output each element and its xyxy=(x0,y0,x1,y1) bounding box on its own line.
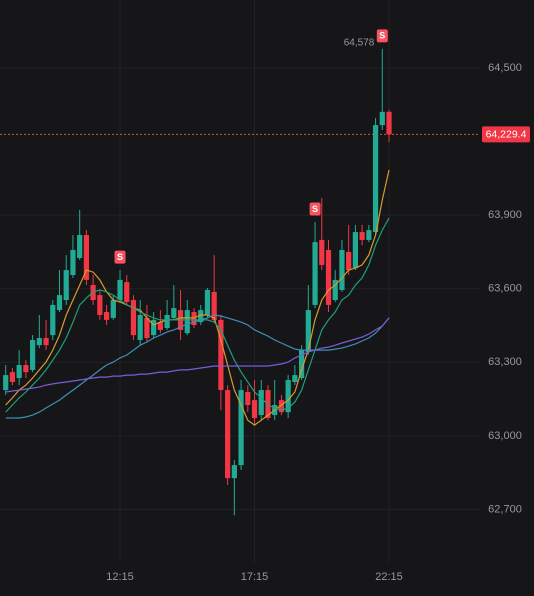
x-tick-label: 17:15 xyxy=(241,571,269,583)
candle-body xyxy=(258,390,264,416)
candle-body xyxy=(305,310,311,353)
candle-body xyxy=(204,289,211,315)
candle-body xyxy=(124,282,130,302)
signal-label: S xyxy=(379,31,385,41)
candle-body xyxy=(50,304,56,336)
candle-body xyxy=(117,279,123,301)
candle-body xyxy=(16,365,22,379)
y-tick-label: 63,900 xyxy=(488,209,522,221)
signal-label: S xyxy=(312,204,318,214)
candle-body xyxy=(137,314,143,341)
candle-body xyxy=(352,232,358,269)
candle-body xyxy=(43,338,49,346)
candle-body xyxy=(70,249,76,275)
average-line xyxy=(5,314,390,419)
candle-body xyxy=(225,390,231,479)
candle-body xyxy=(366,230,372,240)
average-line xyxy=(5,317,390,393)
candle-body xyxy=(171,308,177,318)
candle-body xyxy=(299,350,305,379)
candle-body xyxy=(9,372,16,382)
candle-body xyxy=(238,390,244,466)
candle-body xyxy=(56,295,63,311)
candle-body xyxy=(265,390,271,419)
candle-body xyxy=(23,365,29,373)
candle-body xyxy=(211,291,217,320)
candle-body xyxy=(346,251,352,271)
candle-body xyxy=(278,400,285,413)
last-price-box xyxy=(482,126,530,143)
candle-body xyxy=(292,375,298,382)
candle-body xyxy=(332,279,338,301)
candle-body xyxy=(339,249,345,290)
y-tick-label: 63,000 xyxy=(488,430,522,442)
signal-box xyxy=(376,29,388,43)
candle-body xyxy=(325,249,332,305)
candle-body xyxy=(251,400,258,419)
candle-body xyxy=(319,239,325,265)
y-tick-label: 64,500 xyxy=(488,62,522,74)
candle-body xyxy=(312,242,318,305)
candle-body xyxy=(157,322,163,330)
candle-body xyxy=(77,235,83,259)
candle-body xyxy=(151,319,157,336)
candle-body xyxy=(218,319,224,391)
candle-body xyxy=(36,338,42,346)
candle-body xyxy=(372,125,379,233)
x-tick-label: 12:15 xyxy=(106,571,134,583)
candle-body xyxy=(30,340,36,370)
candle-body xyxy=(144,317,150,339)
candle-body xyxy=(198,310,204,323)
signal-label: S xyxy=(117,252,123,262)
signal-box xyxy=(309,202,321,216)
average-line xyxy=(5,217,390,413)
candle-body xyxy=(245,392,251,406)
candle-body xyxy=(103,312,110,320)
candle-body xyxy=(164,314,170,328)
y-tick-label: 63,300 xyxy=(488,356,522,368)
x-tick-label: 22:15 xyxy=(375,571,403,583)
candle-body xyxy=(191,312,197,326)
candle-body xyxy=(231,465,237,479)
candle-body xyxy=(359,232,365,240)
candle-body xyxy=(63,270,69,301)
high-value-label: 64,578 xyxy=(344,37,375,48)
y-tick-label: 63,600 xyxy=(488,283,522,295)
candle-body xyxy=(184,310,190,334)
candle-body xyxy=(379,111,385,126)
candle-body xyxy=(3,375,9,391)
last-price-label: 64,229.4 xyxy=(486,129,527,141)
candle-body xyxy=(285,379,291,413)
signal-box xyxy=(114,250,126,264)
candle-body xyxy=(386,111,392,135)
y-tick-label: 62,700 xyxy=(488,503,522,515)
average-line xyxy=(5,169,390,426)
candle-body xyxy=(130,300,137,336)
candle-body xyxy=(110,300,116,318)
candle-body xyxy=(97,295,103,315)
candle-body xyxy=(83,235,89,280)
